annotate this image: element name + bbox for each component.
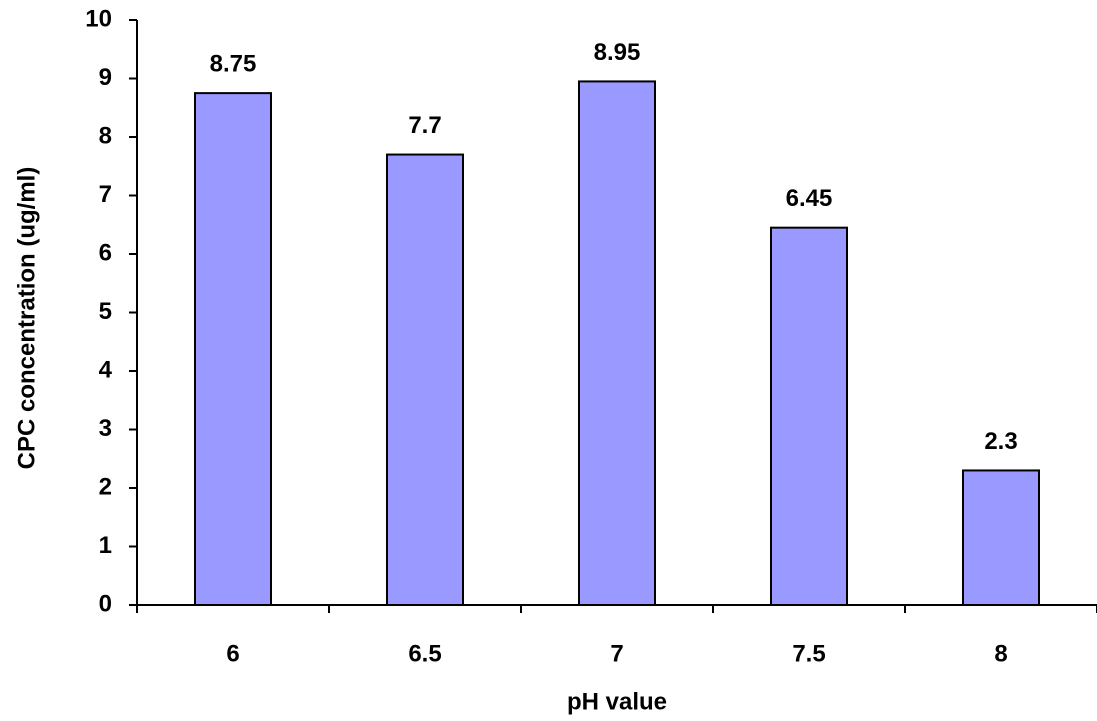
y-tick-label: 8 bbox=[99, 122, 112, 149]
bar bbox=[386, 153, 464, 607]
data-label: 2.3 bbox=[984, 428, 1017, 455]
y-tick-label: 1 bbox=[99, 532, 112, 559]
data-label: 8.75 bbox=[210, 50, 257, 77]
x-tick-label: 8 bbox=[994, 640, 1007, 667]
bar bbox=[770, 226, 848, 607]
bar bbox=[962, 469, 1040, 607]
data-label: 8.95 bbox=[594, 39, 641, 66]
x-axis-title: pH value bbox=[567, 688, 667, 715]
y-axis-title: CPC concentration (ug/ml) bbox=[13, 167, 40, 470]
y-tick-label: 5 bbox=[99, 298, 112, 325]
y-tick-label: 7 bbox=[99, 181, 112, 208]
data-label: 7.7 bbox=[408, 112, 441, 139]
y-tick-label: 4 bbox=[99, 356, 113, 383]
y-tick-label: 2 bbox=[99, 473, 112, 500]
x-tick-label: 7 bbox=[610, 640, 623, 667]
bar bbox=[194, 92, 272, 606]
bar bbox=[578, 80, 656, 607]
y-tick-label: 9 bbox=[99, 64, 112, 91]
y-tick-label: 3 bbox=[99, 415, 112, 442]
data-label: 6.45 bbox=[786, 185, 833, 212]
x-tick-label: 6.5 bbox=[408, 640, 441, 667]
y-tick-label: 10 bbox=[85, 5, 112, 32]
x-tick-label: 6 bbox=[226, 640, 239, 667]
y-tick-label: 6 bbox=[99, 239, 112, 266]
y-tick-label: 0 bbox=[99, 590, 112, 617]
x-tick-label: 7.5 bbox=[792, 640, 825, 667]
